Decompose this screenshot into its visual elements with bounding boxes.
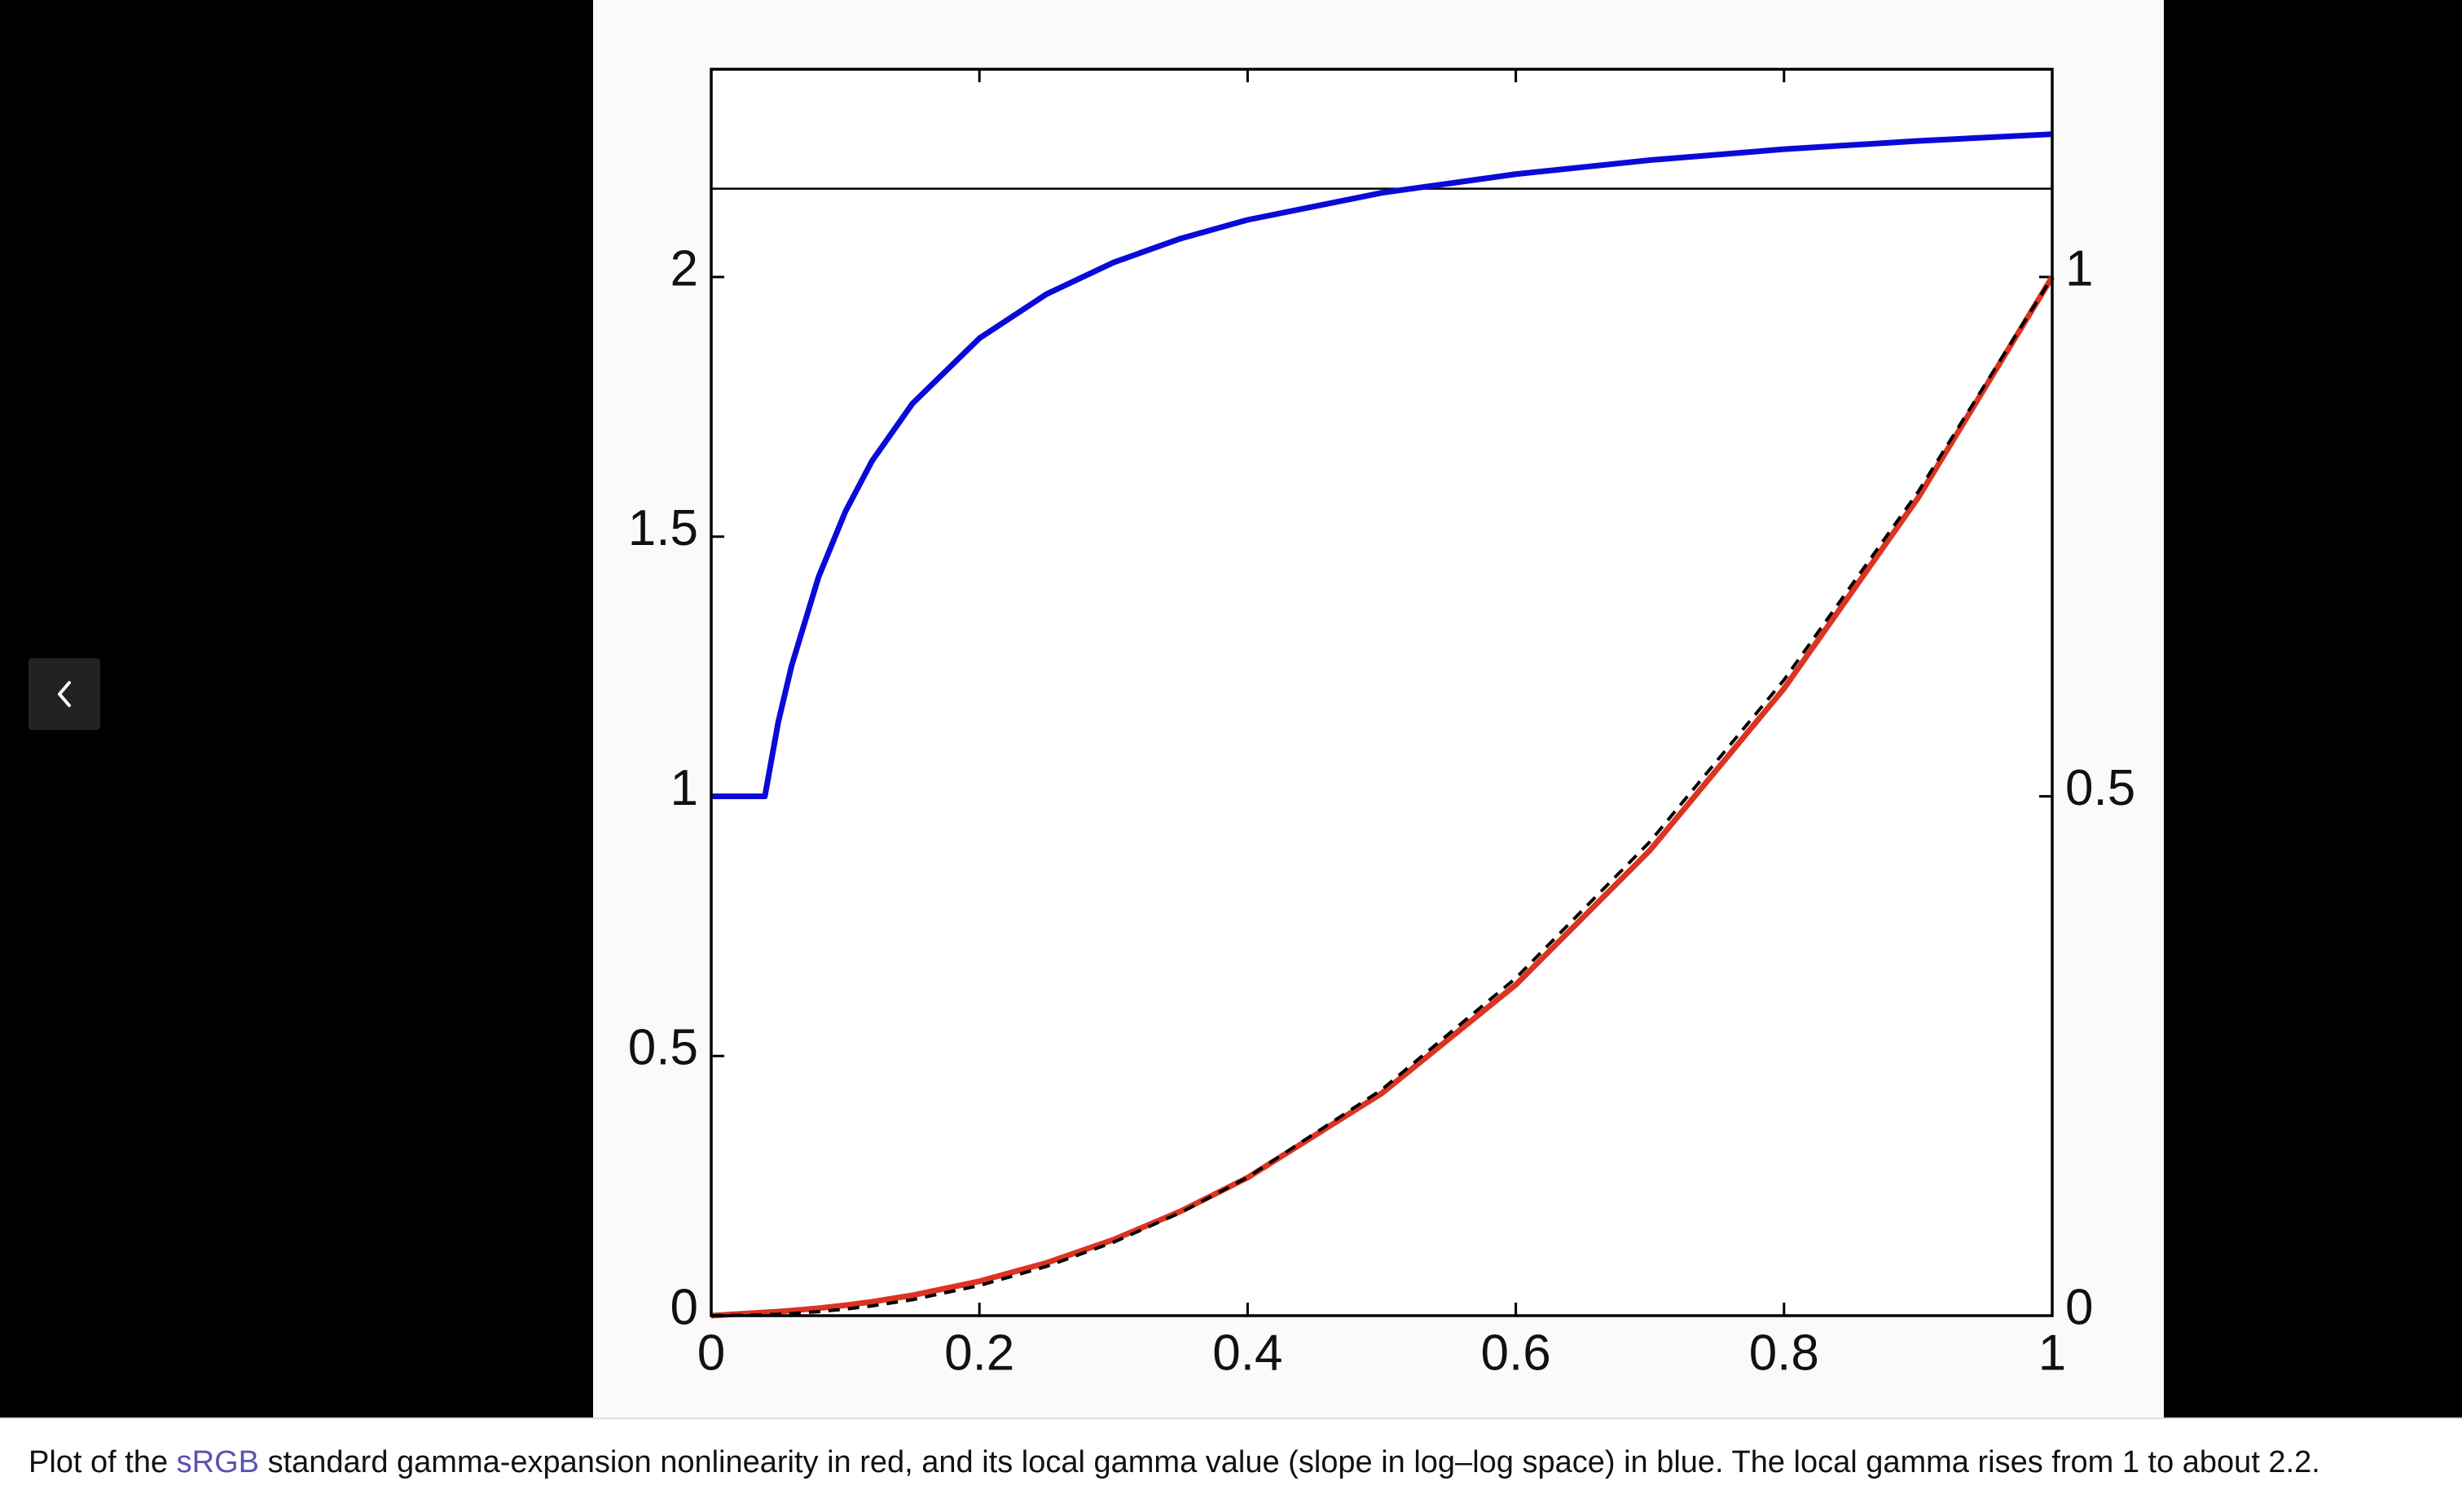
caption: Plot of the sRGB standard gamma-expansio…: [29, 1445, 2320, 1480]
caption-text: standard gamma-expansion nonlinearity in…: [259, 1445, 2320, 1479]
line-series: [710, 275, 2055, 1319]
y-tick-label: 0.5: [628, 1020, 698, 1076]
x-tick-label: 0.6: [1480, 1325, 1550, 1381]
plot-area: [711, 69, 2052, 1316]
x-tick-label: 0.8: [1749, 1325, 1819, 1381]
x-tick-label: 1: [2038, 1325, 2066, 1381]
line-series: [711, 131, 2053, 799]
x-tick-label: 0.4: [1212, 1325, 1282, 1381]
y2-tick-label: 0: [2065, 1279, 2093, 1335]
caption-text: Plot of the: [29, 1445, 177, 1479]
x-tick-label: 0: [697, 1325, 725, 1381]
y2-tick-label: 1: [2065, 240, 2093, 297]
y-tick-label: 2: [670, 240, 698, 297]
caption-bar: Plot of the sRGB standard gamma-expansio…: [0, 1418, 2462, 1512]
image-viewer: 0 0.2 0.4 0.6 0.8 1 0 0.5 1 1.5 2 0 0.5 1: [29, 0, 2164, 1418]
line-series: [710, 275, 2054, 1317]
x-tick-label: 0.2: [944, 1325, 1014, 1381]
y2-tick-label: 0.5: [2065, 760, 2135, 816]
plot-frame: [710, 68, 2054, 1317]
chevron-icon: [58, 681, 71, 707]
y-tick-label: 1.5: [628, 500, 698, 556]
caption-link[interactable]: sRGB: [176, 1445, 260, 1479]
y-tick-label: 0: [670, 1279, 698, 1335]
previous-button[interactable]: [29, 658, 100, 730]
y-tick-label: 1: [670, 760, 698, 816]
